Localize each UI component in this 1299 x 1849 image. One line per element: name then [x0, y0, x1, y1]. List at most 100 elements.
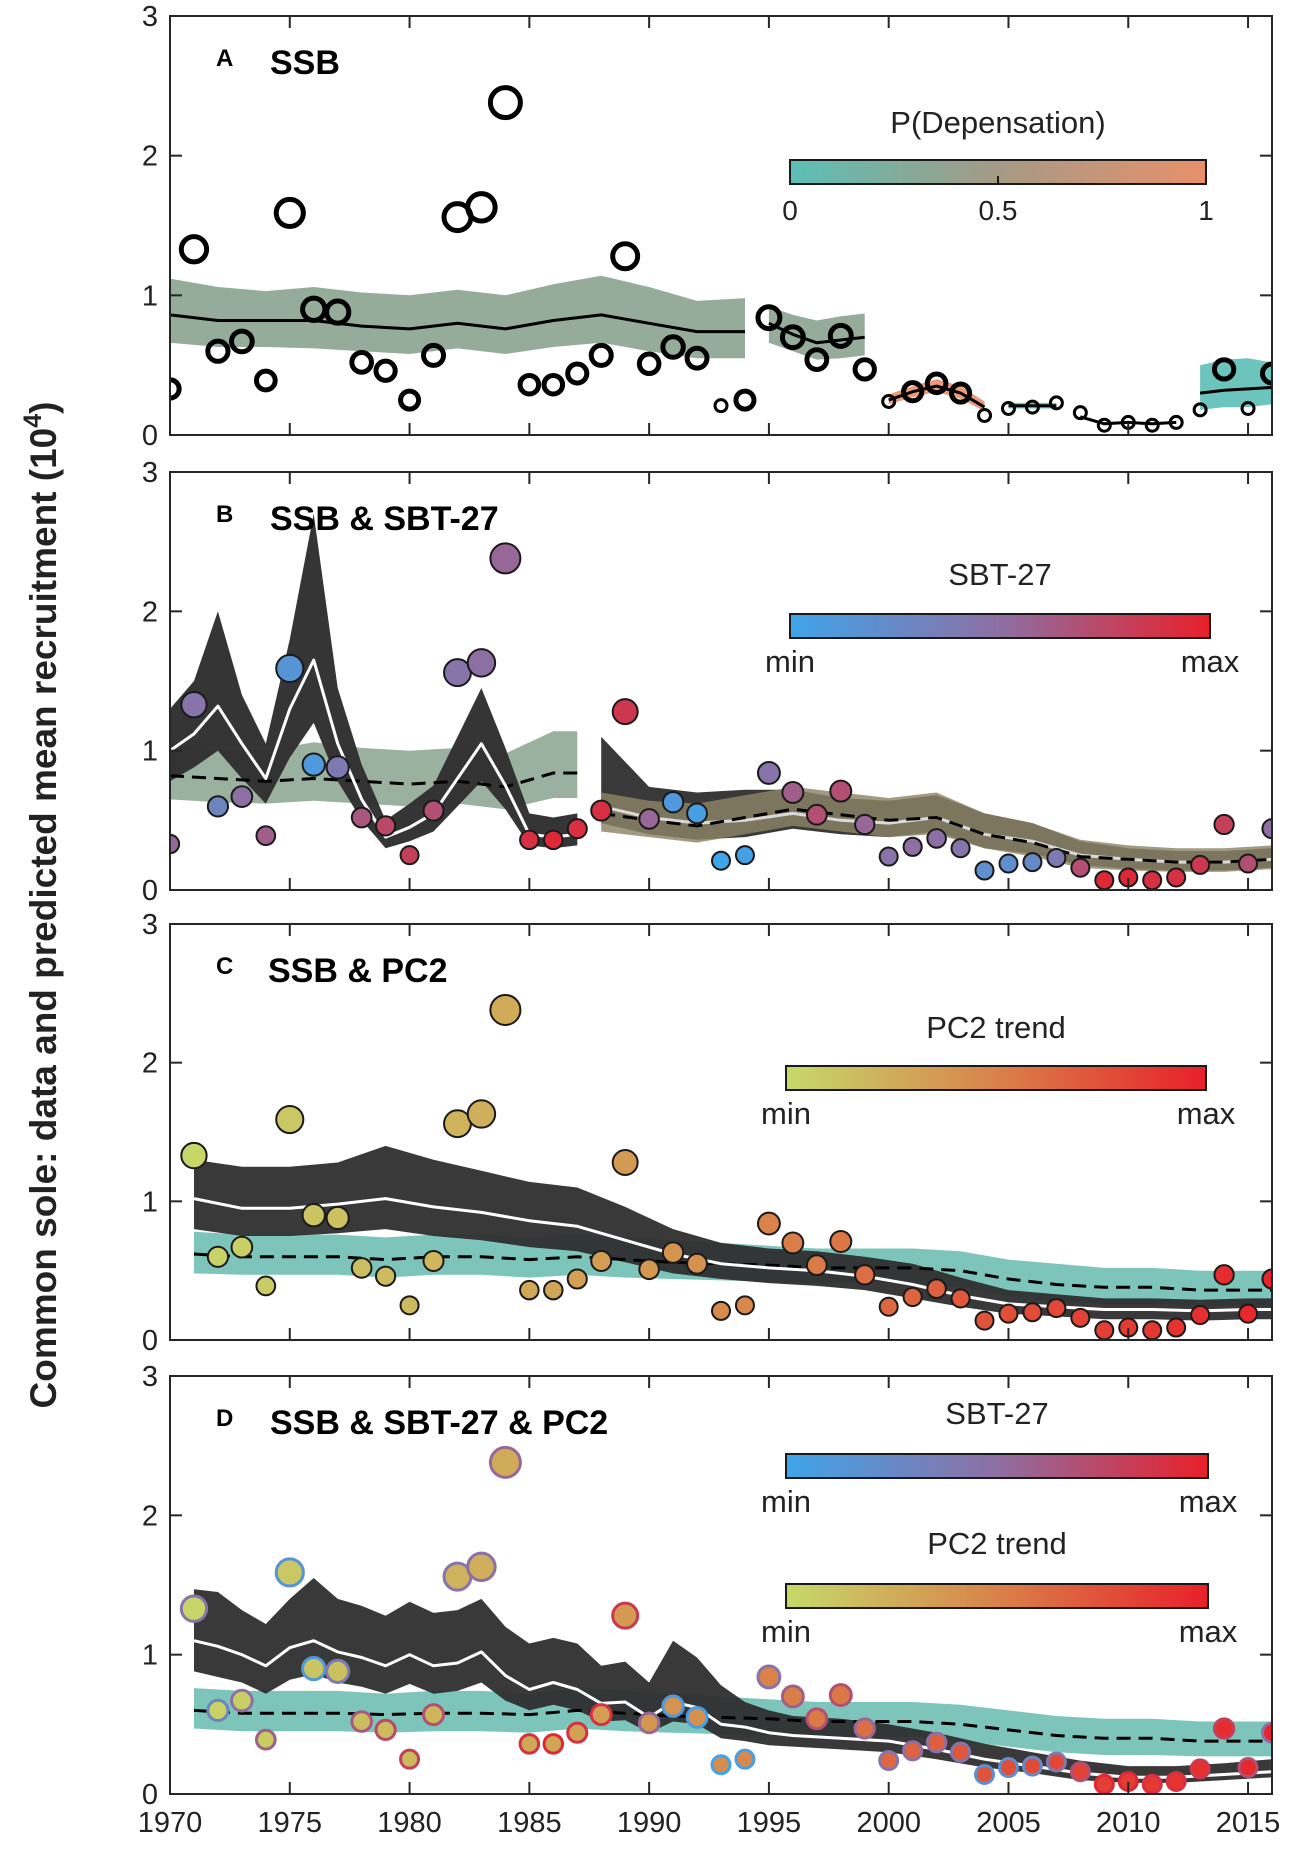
data-point [827, 322, 854, 349]
data-point [1070, 1307, 1091, 1328]
data-point [805, 1254, 828, 1277]
x-tick-label: 2000 [856, 1807, 921, 1839]
data-point [301, 1655, 327, 1682]
colorbar: SBT-27 min max [761, 1396, 1238, 1519]
data-point [1238, 853, 1259, 874]
data-point [350, 806, 373, 829]
data-point [1190, 854, 1211, 875]
data-point [422, 799, 445, 822]
data-point [255, 825, 277, 847]
colorbar-tick-label: 1 [1198, 195, 1214, 226]
data-point [178, 234, 210, 265]
y-tick-label: 3 [142, 909, 158, 941]
data-point [301, 1203, 326, 1228]
data-point [881, 393, 897, 409]
data-point [781, 1231, 805, 1255]
data-point [466, 1551, 497, 1583]
data-point [638, 1258, 660, 1281]
data-point [974, 1763, 996, 1785]
data-point [543, 1279, 564, 1301]
y-tick-label: 1 [142, 1640, 158, 1672]
data-point [398, 388, 422, 412]
data-point [1211, 357, 1237, 382]
data-point [566, 1268, 588, 1290]
data-point [325, 1658, 351, 1684]
data-point [350, 1710, 373, 1733]
x-tick-label: 1995 [737, 1807, 802, 1839]
data-point [325, 755, 350, 780]
mean-line-series-5 [1199, 386, 1272, 395]
axes-box [169, 1375, 1273, 1795]
data-point [275, 653, 305, 684]
colorbar-min-label: min [761, 1096, 811, 1131]
data-point [1046, 847, 1067, 868]
data-point [781, 781, 805, 804]
panels: 0 1 2 3 A SSB P(Depensation) 0 0.5 1 0 1 2 3 B SSB & SB… [138, 1, 1281, 1839]
data-point [589, 1703, 613, 1727]
data-point [950, 838, 971, 859]
x-tick-label: 2015 [1216, 1807, 1281, 1839]
data-point [1069, 1761, 1091, 1783]
data-point [566, 1721, 589, 1744]
data-point [1048, 395, 1064, 411]
data-point [1096, 417, 1112, 433]
data-point [756, 761, 781, 785]
data-point [637, 1711, 661, 1735]
data-point [374, 1718, 397, 1742]
data-point [179, 1594, 209, 1623]
data-point [661, 791, 685, 814]
data-point [565, 361, 590, 386]
panel-c: 0 1 2 3 C SSB & PC2 PC2 trend min max [142, 909, 1273, 1357]
data-point [686, 1252, 708, 1275]
colorbar-min-label: min [761, 1484, 811, 1519]
data-point [805, 803, 828, 826]
colorbar: P(Depensation) 0 0.5 1 [782, 105, 1214, 226]
data-point [1142, 1320, 1163, 1340]
colorbar: PC2 trend min max [761, 1526, 1238, 1649]
y-tick-label: 2 [142, 141, 158, 173]
data-point [755, 304, 783, 332]
mean-line-series-3 [600, 807, 1272, 864]
data-point [1237, 1757, 1259, 1779]
y-tick-label: 1 [142, 736, 158, 768]
mean-line-series-4 [1079, 415, 1177, 426]
data-point [829, 1230, 853, 1254]
colorbar-max-label: max [1179, 1484, 1238, 1519]
data-point [373, 358, 398, 383]
data-point [465, 191, 498, 224]
panel-letter: C [216, 953, 233, 980]
data-point [638, 808, 660, 830]
x-tick-label: 1980 [377, 1807, 442, 1839]
data-point [324, 298, 352, 326]
data-point [924, 371, 949, 396]
data-point [588, 342, 614, 368]
data-point [374, 1265, 397, 1287]
x-tick-label: 1985 [497, 1807, 562, 1839]
data-point [852, 357, 877, 382]
panel-title: SSB & PC2 [268, 952, 448, 990]
data-point [734, 1748, 756, 1770]
colorbar-bar [785, 1065, 1207, 1091]
panel-title: SSB & SBT-27 [270, 500, 499, 538]
band-series-1 [194, 1145, 1272, 1321]
data-point [734, 1295, 755, 1316]
x-tick-label: 2005 [976, 1807, 1041, 1839]
data-point [229, 328, 255, 355]
data-point [854, 1264, 876, 1286]
plot-area [179, 1445, 1272, 1794]
data-point [487, 85, 523, 121]
data-point [349, 350, 374, 375]
panel-letter: D [216, 1405, 233, 1432]
data-point [399, 1295, 420, 1316]
mean-line-series-1 [170, 658, 578, 839]
data-point [489, 542, 522, 575]
y-tick-label: 1 [142, 1186, 158, 1218]
colorbar-min-label: min [761, 1614, 811, 1649]
colorbar-max-label: max [1181, 644, 1240, 679]
data-point [1166, 867, 1187, 888]
data-point [902, 1740, 924, 1762]
y-tick-label: 3 [142, 1361, 158, 1393]
panel-letter: A [216, 45, 233, 72]
data-point [829, 779, 853, 803]
data-point [541, 372, 566, 397]
